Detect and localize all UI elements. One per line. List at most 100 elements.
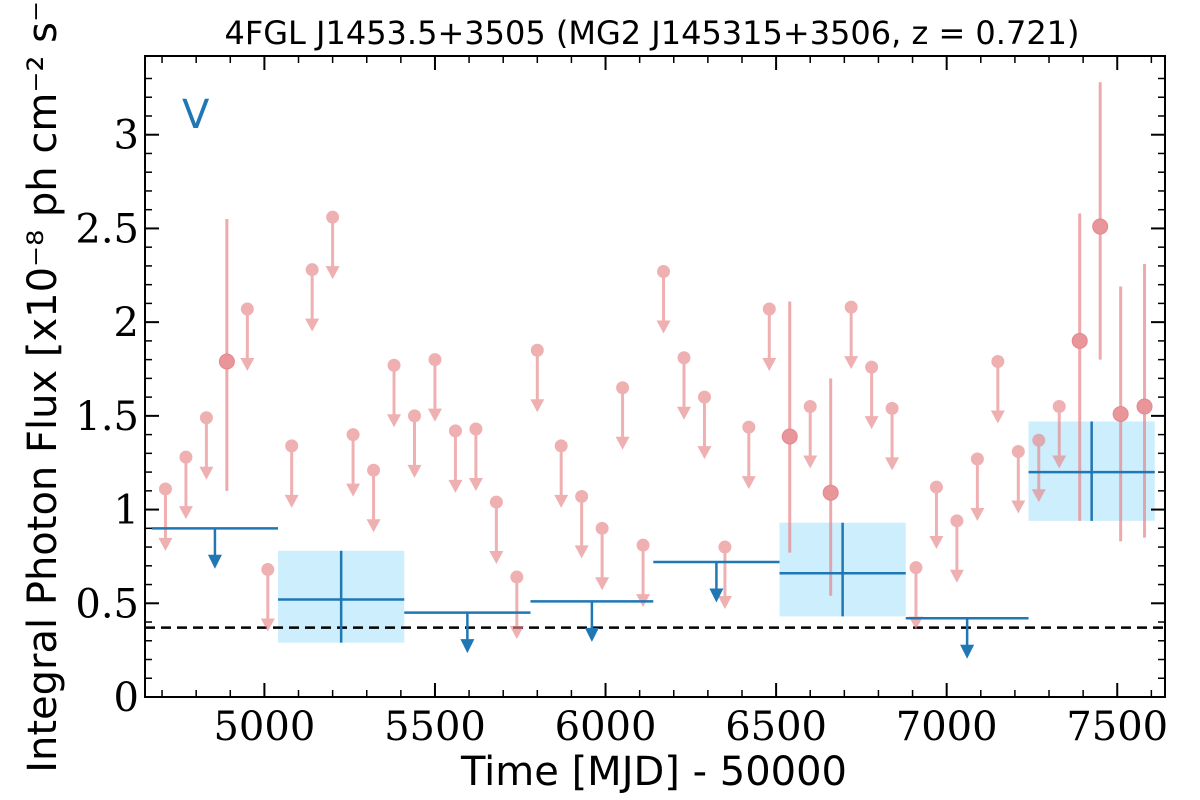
upper-limit-marker bbox=[929, 480, 943, 494]
y-axis-label: Integral Photon Flux [x10⁻⁸ ph cm⁻² s⁻¹] bbox=[20, 0, 66, 773]
short-bin-upper-limit bbox=[427, 353, 442, 422]
short-bin-upper-limit bbox=[199, 411, 214, 480]
upper-limit-arrowhead bbox=[929, 536, 944, 550]
upper-limit-marker bbox=[657, 265, 671, 279]
upper-limit-marker bbox=[865, 360, 879, 374]
upper-limit-marker bbox=[762, 302, 776, 316]
upper-limit-arrowhead bbox=[656, 320, 671, 334]
long-bin-upper-limit-arrowhead bbox=[207, 554, 222, 569]
upper-limit-marker bbox=[261, 563, 275, 577]
y-tick-label: 2.5 bbox=[75, 206, 139, 252]
short-bin-upper-limit bbox=[530, 343, 545, 413]
short-bin-upper-limit bbox=[1052, 399, 1067, 469]
short-bin-upper-limit bbox=[509, 570, 524, 640]
short-bin-upper-limit bbox=[448, 424, 463, 493]
long-bin-upper-limit-arrowhead bbox=[960, 644, 975, 659]
short-bin-upper-limit bbox=[178, 450, 193, 520]
short-bin-upper-limit bbox=[697, 390, 712, 460]
upper-limit-arrowhead bbox=[844, 356, 859, 370]
upper-limit-marker bbox=[1052, 399, 1066, 413]
upper-limit-marker bbox=[469, 422, 483, 436]
upper-limit-marker bbox=[575, 489, 589, 503]
y-tick-label: 2 bbox=[114, 300, 139, 346]
detection-marker bbox=[1071, 332, 1088, 349]
upper-limit-arrowhead bbox=[741, 476, 756, 490]
upper-limit-marker bbox=[428, 353, 442, 367]
short-bin-upper-limit bbox=[990, 355, 1005, 424]
detection-marker bbox=[822, 484, 839, 501]
short-bin-upper-limit bbox=[970, 452, 985, 521]
short-bin-upper-limit bbox=[260, 563, 275, 632]
upper-limit-arrowhead bbox=[509, 626, 524, 640]
short-bin-upper-limit bbox=[346, 428, 361, 497]
x-axis-label: Time [MJD] - 50000 bbox=[460, 749, 847, 795]
short-bin-upper-limit bbox=[366, 463, 381, 533]
upper-limit-arrowhead bbox=[240, 358, 255, 372]
short-bin-upper-limit bbox=[615, 381, 630, 450]
detection-marker bbox=[1112, 405, 1129, 422]
upper-limit-arrowhead bbox=[574, 545, 589, 559]
short-bin-upper-limit bbox=[407, 409, 422, 478]
upper-limit-arrowhead bbox=[803, 455, 818, 469]
short-bin-upper-limit bbox=[656, 265, 671, 334]
short-bin-detection bbox=[1112, 286, 1129, 542]
short-bin-upper-limit bbox=[554, 439, 569, 508]
short-bin-detection bbox=[822, 378, 839, 596]
upper-limit-arrowhead bbox=[158, 537, 173, 551]
upper-limit-arrowhead bbox=[864, 416, 879, 430]
long-bin-upper-limit-arrowhead bbox=[709, 588, 724, 603]
plot-frame bbox=[144, 55, 1166, 698]
upper-limit-marker bbox=[407, 409, 421, 423]
upper-limit-marker bbox=[199, 411, 213, 425]
detection-marker bbox=[781, 428, 798, 445]
short-bin-upper-limit bbox=[468, 422, 483, 491]
short-bin-detection bbox=[1092, 82, 1109, 360]
upper-limit-arrowhead bbox=[697, 446, 712, 460]
short-bin-upper-limit bbox=[949, 514, 964, 583]
upper-limit-marker bbox=[595, 521, 609, 535]
upper-limit-marker bbox=[991, 355, 1005, 369]
upper-limit-arrowhead bbox=[717, 596, 732, 610]
upper-limit-marker bbox=[803, 399, 817, 413]
short-bin-upper-limit bbox=[489, 495, 504, 565]
upper-limit-arrowhead bbox=[554, 494, 569, 508]
upper-limit-arrowhead bbox=[178, 506, 193, 520]
upper-limit-marker bbox=[158, 482, 172, 496]
upper-limit-marker bbox=[742, 420, 756, 434]
short-bin-upper-limit bbox=[574, 489, 589, 559]
x-tick-label: 5500 bbox=[384, 704, 486, 750]
short-bin-upper-limit bbox=[284, 439, 299, 508]
detection-marker bbox=[218, 353, 235, 370]
upper-limit-marker bbox=[285, 439, 299, 453]
short-bin-upper-limit bbox=[325, 210, 340, 280]
upper-limit-marker bbox=[179, 450, 193, 464]
short-bin-upper-limit bbox=[240, 302, 255, 372]
upper-limit-marker bbox=[909, 561, 923, 575]
upper-limit-arrowhead bbox=[489, 551, 504, 565]
upper-limit-arrowhead bbox=[325, 266, 340, 280]
short-bin-detection bbox=[1071, 213, 1088, 521]
upper-limit-arrowhead bbox=[595, 577, 610, 591]
upper-limit-arrowhead bbox=[885, 457, 900, 471]
upper-limit-arrowhead bbox=[346, 483, 361, 497]
upper-limit-arrowhead bbox=[199, 466, 214, 480]
upper-limit-arrowhead bbox=[427, 408, 442, 422]
axes-layer: 5000 5500 6000 6500 7000 7500 0 0.5 1 1.5 2 2.5 3 bbox=[75, 55, 1168, 750]
upper-limit-arrowhead bbox=[530, 399, 545, 413]
upper-limit-arrowhead bbox=[949, 569, 964, 583]
upper-limit-marker bbox=[240, 302, 254, 316]
upper-limit-arrowhead bbox=[762, 358, 777, 372]
upper-limit-marker bbox=[616, 381, 630, 395]
short-bin-upper-limit bbox=[717, 540, 732, 610]
upper-limit-arrowhead bbox=[260, 618, 275, 632]
upper-limit-arrowhead bbox=[407, 464, 422, 478]
y-tick-label: 1.5 bbox=[75, 394, 139, 440]
upper-limit-arrowhead bbox=[1031, 489, 1046, 503]
upper-limit-arrowhead bbox=[448, 479, 463, 493]
short-bin-upper-limit bbox=[741, 420, 756, 490]
short-bin-upper-limit bbox=[595, 521, 610, 591]
upper-limit-marker bbox=[305, 263, 319, 277]
short-bin-upper-limit bbox=[762, 302, 777, 372]
upper-limit-arrowhead bbox=[676, 406, 691, 420]
